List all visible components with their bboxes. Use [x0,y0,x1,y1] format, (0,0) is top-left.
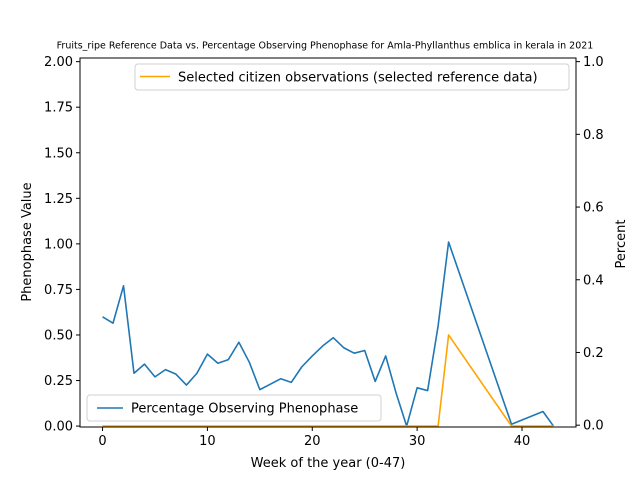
legend-upper-box [134,63,570,91]
y-left-tick-label: 1.50 [44,146,73,161]
y-right-tick-label: 0.8 [583,128,604,143]
y-right-tick-label: 0.4 [583,273,604,288]
legend-lower-left: Percentage Observing Phenophase [86,394,382,422]
x-tick-label: 20 [304,434,321,449]
y-axis-right-label: Percent [614,220,629,269]
legend-upper-right: Selected citizen observations (selected … [134,63,570,91]
legend-lower-box [86,394,382,422]
y-right-tick-label: 0.6 [583,201,604,216]
plot-series [102,241,555,427]
x-tick-label: 10 [199,434,216,449]
y-left-tick-label: 0.50 [44,328,73,343]
series-line-1 [102,334,554,427]
y-left-tick-label: 0.25 [44,374,73,389]
legend-label-citizen: Selected citizen observations (selected … [178,71,538,86]
chart-title: Fruits_ripe Reference Data vs. Percentag… [57,41,594,52]
y-left-tick-label: 1.25 [44,192,73,207]
x-tick-label: 30 [409,434,426,449]
y-left-tick-label: 2.00 [44,55,73,70]
series-line-0 [102,241,555,427]
y-right-tick-label: 1.0 [583,55,604,70]
y-axis-left-label: Phenophase Value [20,182,35,301]
y-right-tick-label: 0.2 [583,346,604,361]
y-left-ticks: 0.00 0.25 0.50 0.75 1.00 1.25 1.50 1.75 2.00 [44,55,80,435]
y-left-tick-label: 1.00 [44,237,73,252]
y-left-tick-label: 1.75 [44,101,73,116]
x-tick-label: 0 [98,434,106,449]
y-right-ticks: 0.0 0.2 0.4 0.6 0.8 1.0 [576,55,604,434]
y-right-tick-label: 0.0 [583,419,604,434]
x-axis-label: Week of the year (0-47) [251,456,406,471]
legend-label-percentage: Percentage Observing Phenophase [131,402,358,417]
x-tick-label: 40 [514,434,531,449]
plot-frame [79,57,577,428]
y-left-tick-label: 0.00 [44,420,73,435]
y-left-tick-label: 0.75 [44,283,73,298]
x-ticks: 0 10 20 30 40 [98,427,530,449]
